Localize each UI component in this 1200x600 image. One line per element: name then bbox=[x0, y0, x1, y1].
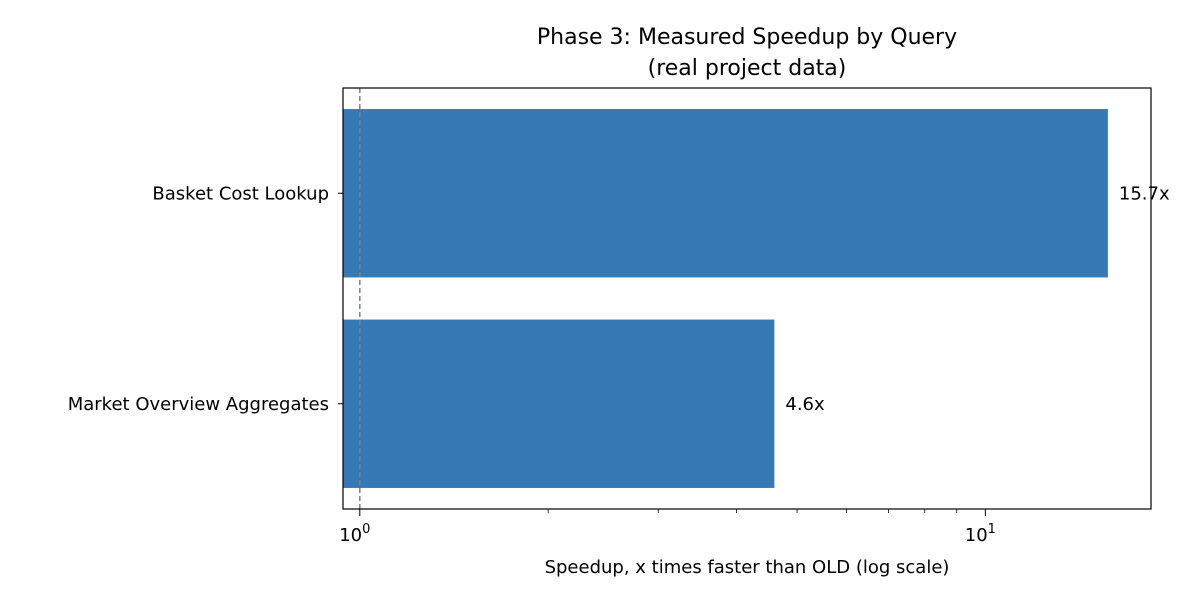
x-tick-label-exponent: 1 bbox=[988, 522, 996, 537]
x-tick-label-exponent: 0 bbox=[362, 522, 370, 537]
x-axis: 100 101 bbox=[339, 509, 996, 546]
chart-subtitle: (real project data) bbox=[648, 56, 847, 81]
x-tick-label-base: 10 bbox=[339, 525, 362, 546]
chart-title: Phase 3: Measured Speedup by Query bbox=[537, 25, 957, 50]
bar bbox=[343, 109, 1108, 278]
x-tick-label: 100 bbox=[339, 522, 370, 546]
bar bbox=[343, 319, 775, 488]
y-axis: Basket Cost Lookup Market Overview Aggreg… bbox=[68, 183, 343, 415]
plot-area: 15.7x 4.6x bbox=[343, 88, 1170, 509]
bar-value-label: 4.6x bbox=[785, 394, 825, 415]
bar-value-label: 15.7x bbox=[1119, 183, 1170, 204]
x-tick-label-base: 10 bbox=[965, 525, 988, 546]
x-tick-label: 101 bbox=[965, 522, 996, 546]
y-tick-label: Basket Cost Lookup bbox=[152, 183, 329, 204]
plot-frame bbox=[342, 87, 1152, 510]
x-axis-label: Speedup, x times faster than OLD (log sc… bbox=[545, 557, 950, 578]
y-tick-label: Market Overview Aggregates bbox=[68, 394, 329, 415]
